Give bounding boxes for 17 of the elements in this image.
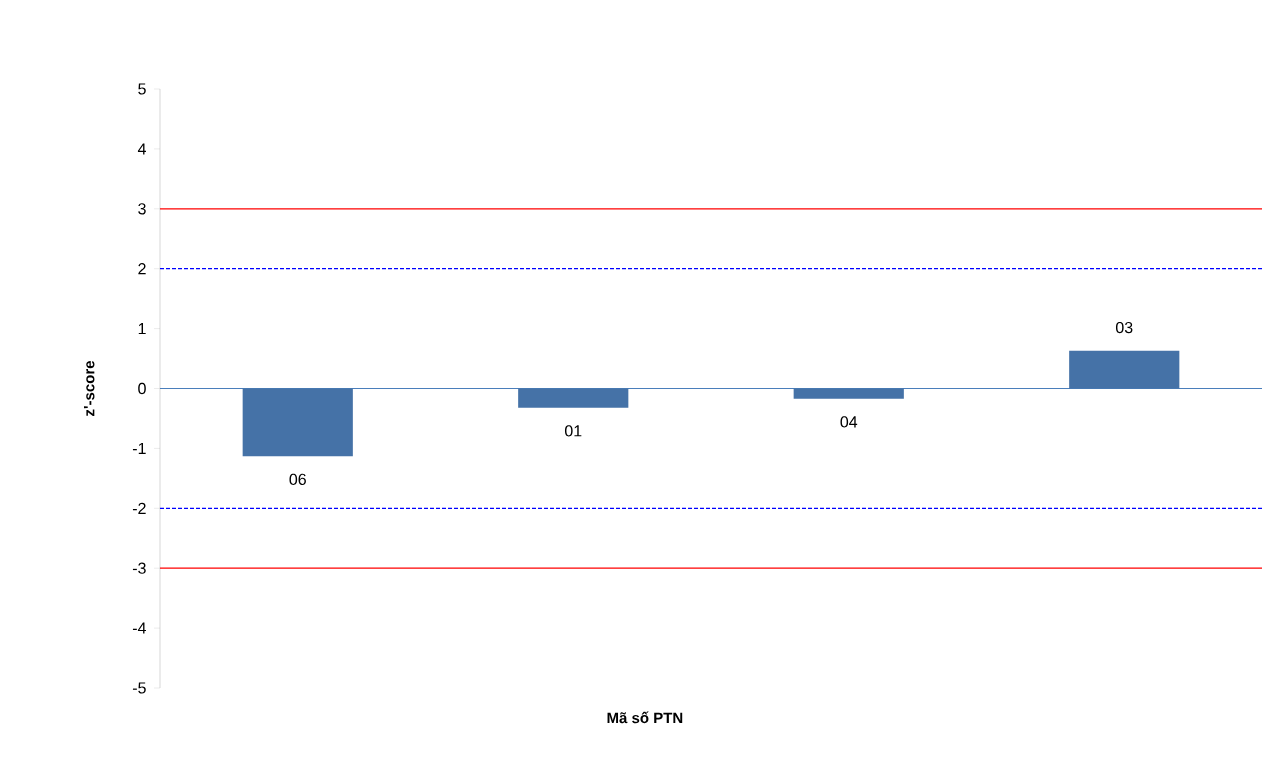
y-tick-label: 5 xyxy=(138,83,146,95)
y-tick-label: 3 xyxy=(138,203,146,215)
y-tick-label: 0 xyxy=(138,382,146,395)
x-tick-label: 04 xyxy=(840,416,858,428)
y-tick-label: -5 xyxy=(132,682,146,694)
y-tick-label: 1 xyxy=(138,323,146,335)
y-axis-title: z'-score xyxy=(84,360,95,416)
y-tick-label: 2 xyxy=(138,263,146,275)
y-tick-label: -4 xyxy=(132,622,146,634)
y-tick-label: -3 xyxy=(132,562,146,574)
x-axis-title: Mã số PTN xyxy=(607,711,683,724)
y-tick-label: -2 xyxy=(132,502,146,514)
x-tick-label: 03 xyxy=(1115,321,1133,334)
y-tick-label: 4 xyxy=(137,143,146,155)
x-tick-label: 06 xyxy=(289,473,306,486)
y-tick-label: -1 xyxy=(132,442,146,454)
x-tick-label: 01 xyxy=(564,425,582,437)
